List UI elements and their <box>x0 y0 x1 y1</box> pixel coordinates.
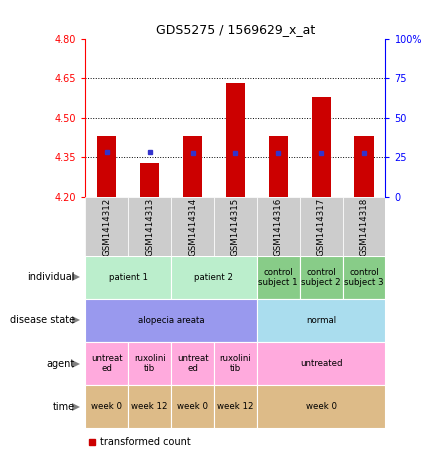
Bar <box>300 256 343 299</box>
Text: week 0: week 0 <box>92 402 122 411</box>
Bar <box>128 342 171 385</box>
Text: disease state: disease state <box>10 315 75 326</box>
Bar <box>128 197 171 256</box>
Text: week 12: week 12 <box>131 402 168 411</box>
Bar <box>268 136 288 197</box>
Text: time: time <box>53 401 75 412</box>
Text: untreated: untreated <box>300 359 343 368</box>
Text: transformed count: transformed count <box>100 437 191 447</box>
Bar <box>97 136 117 197</box>
Bar <box>171 385 214 428</box>
Text: GSM1414315: GSM1414315 <box>231 198 240 255</box>
Text: control
subject 2: control subject 2 <box>301 268 341 287</box>
Text: GSM1414313: GSM1414313 <box>145 198 154 255</box>
Bar <box>183 136 202 197</box>
Text: ruxolini
tib: ruxolini tib <box>219 354 251 373</box>
Text: patient 1: patient 1 <box>109 273 148 282</box>
Bar <box>171 342 214 385</box>
Bar <box>257 197 300 256</box>
Text: GSM1414317: GSM1414317 <box>317 198 325 255</box>
Text: GSM1414314: GSM1414314 <box>188 198 197 255</box>
Bar <box>85 342 128 385</box>
Bar <box>343 256 385 299</box>
Text: week 12: week 12 <box>217 402 254 411</box>
Text: control
subject 1: control subject 1 <box>258 268 298 287</box>
Text: control
subject 3: control subject 3 <box>344 268 384 287</box>
Text: ruxolini
tib: ruxolini tib <box>134 354 166 373</box>
Text: normal: normal <box>306 316 336 325</box>
Bar <box>214 342 257 385</box>
Bar <box>257 385 385 428</box>
Bar <box>354 136 374 197</box>
Text: alopecia areata: alopecia areata <box>138 316 205 325</box>
Bar <box>257 256 300 299</box>
Bar <box>171 197 214 256</box>
Bar <box>214 197 257 256</box>
Bar <box>343 197 385 256</box>
Bar <box>85 385 128 428</box>
Text: week 0: week 0 <box>306 402 337 411</box>
Bar <box>311 96 331 197</box>
Text: untreat
ed: untreat ed <box>177 354 208 373</box>
Bar <box>257 299 385 342</box>
Bar <box>226 83 245 197</box>
Text: untreat
ed: untreat ed <box>91 354 123 373</box>
Bar <box>85 256 171 299</box>
Bar <box>214 385 257 428</box>
Bar <box>171 256 257 299</box>
Bar <box>85 197 128 256</box>
Text: GSM1414316: GSM1414316 <box>274 198 283 255</box>
Bar <box>128 385 171 428</box>
Bar <box>85 299 257 342</box>
Bar <box>300 197 343 256</box>
Title: GDS5275 / 1569629_x_at: GDS5275 / 1569629_x_at <box>156 23 315 36</box>
Text: patient 2: patient 2 <box>194 273 233 282</box>
Bar <box>140 163 159 197</box>
Text: agent: agent <box>46 358 75 369</box>
Text: GSM1414318: GSM1414318 <box>360 198 368 255</box>
Text: individual: individual <box>27 272 75 283</box>
Text: week 0: week 0 <box>177 402 208 411</box>
Text: GSM1414312: GSM1414312 <box>102 198 111 255</box>
Bar <box>257 342 385 385</box>
